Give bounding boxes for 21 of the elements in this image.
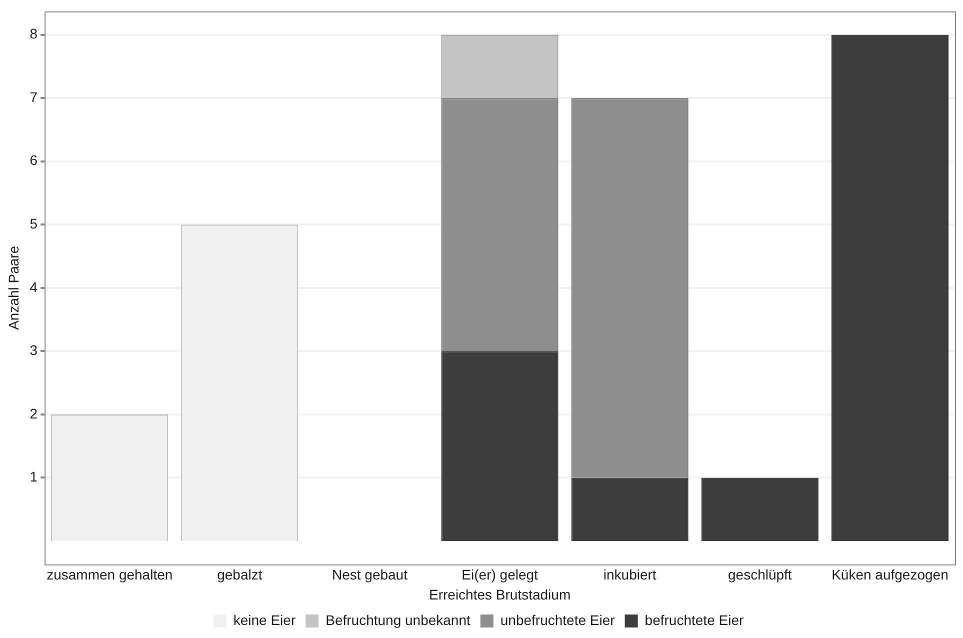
x-tick-label: Küken aufgezogen [832, 566, 948, 583]
y-tick-label: 3 [30, 342, 38, 358]
x-tick-label: zusammen gehalten [46, 566, 173, 583]
x-tick-label: Nest gebaut [332, 566, 408, 583]
x-tick-label: gebalzt [217, 566, 262, 583]
legend-label: Befruchtung unbekannt [326, 612, 471, 628]
x-tick-label: geschlüpft [728, 566, 792, 583]
y-tick-label: 7 [30, 88, 38, 105]
x-tick-label: inkubiert [603, 566, 656, 583]
x-axis-title: Erreichtes Brutstadium [428, 586, 571, 602]
y-axis-title: Anzahl Paare [5, 246, 22, 330]
y-tick-label: 8 [30, 26, 38, 42]
y-tick-label: 4 [30, 278, 38, 295]
y-tick-label: 5 [30, 215, 38, 232]
y-tick-label: 2 [30, 405, 38, 422]
legend-label: befruchtete Eier [644, 612, 744, 628]
x-tick-label: Ei(er) gelegt [462, 566, 538, 583]
y-tick-label: 1 [30, 468, 38, 485]
y-tick-label: 6 [30, 152, 38, 168]
legend-label: unbefruchtete Eier [500, 612, 616, 628]
legend-label: keine Eier [233, 612, 296, 628]
